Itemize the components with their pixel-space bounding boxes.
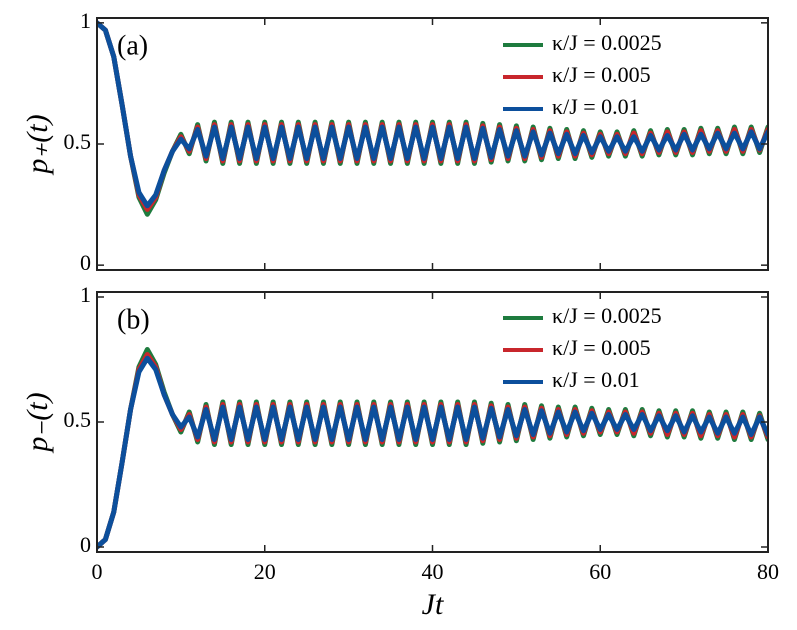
series-line	[97, 20, 768, 212]
plot-area	[97, 20, 768, 217]
axes-frame	[96, 291, 769, 553]
series-line	[97, 20, 768, 217]
legend-label: κ/J = 0.005	[552, 62, 651, 87]
y-tick-label: 0.5	[64, 407, 92, 432]
y-tick-label: 0.5	[64, 129, 92, 154]
panel-label: (b)	[117, 304, 150, 335]
y-axis-label: p₊(t)	[21, 114, 54, 175]
y-axis-label: p₋(t)	[21, 392, 54, 453]
y-tick-label: 0	[80, 532, 91, 557]
legend-label: κ/J = 0.01	[552, 367, 640, 392]
panel-label: (a)	[117, 30, 148, 61]
series-line	[97, 355, 768, 550]
x-tick-label: 0	[92, 559, 103, 584]
plot-area	[97, 347, 768, 550]
x-tick-label: 20	[254, 559, 276, 584]
series-line	[97, 20, 768, 209]
x-tick-label: 60	[589, 559, 611, 584]
y-tick-label: 1	[80, 8, 91, 33]
x-tick-label: 40	[422, 559, 444, 584]
series-line	[97, 352, 768, 550]
axes-frame	[96, 17, 769, 271]
legend-label: κ/J = 0.005	[552, 335, 651, 360]
legend-label: κ/J = 0.0025	[552, 30, 662, 55]
y-tick-label: 1	[80, 282, 91, 307]
x-tick-label: 80	[757, 559, 779, 584]
legend-label: κ/J = 0.01	[552, 94, 640, 119]
y-tick-label: 0	[80, 250, 91, 275]
series-line	[97, 347, 768, 550]
legend-label: κ/J = 0.0025	[552, 303, 662, 328]
x-axis-label: Jt	[422, 588, 444, 621]
